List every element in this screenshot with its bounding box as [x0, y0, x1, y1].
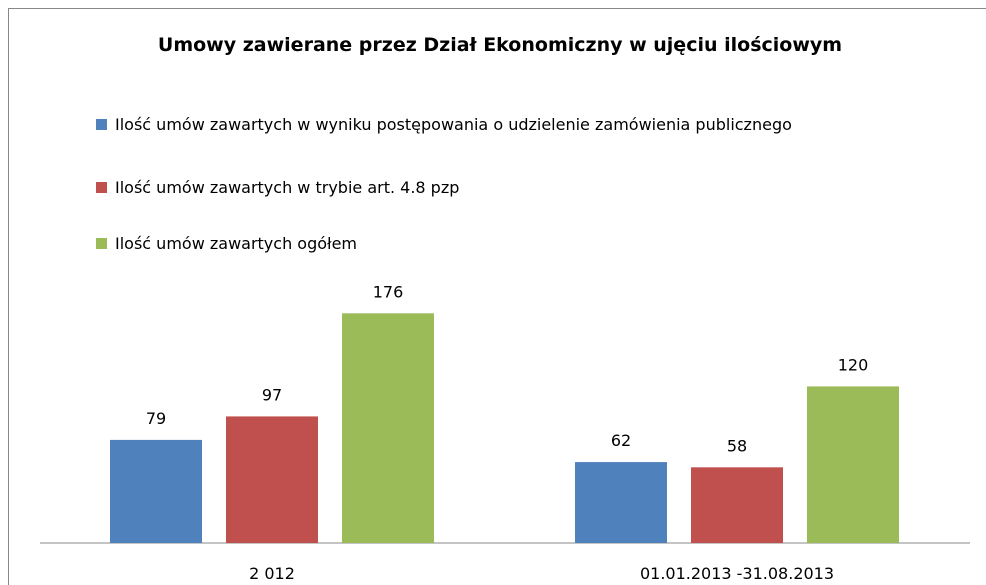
bar: [226, 416, 318, 543]
data-label: 176: [373, 282, 404, 301]
bar: [807, 386, 899, 543]
legend-item: Ilość umów zawartych w wyniku postępowan…: [96, 112, 946, 137]
data-label: 62: [611, 431, 631, 450]
data-label: 79: [146, 409, 166, 428]
legend-label: Ilość umów zawartych ogółem: [115, 234, 358, 253]
data-label: 120: [838, 355, 869, 374]
x-tick-label: 01.01.2013 -31.08.2013: [640, 564, 834, 583]
legend-swatch: [96, 119, 107, 130]
bar: [342, 313, 434, 543]
legend-item: Ilość umów zawartych w trybie art. 4.8 p…: [96, 175, 946, 200]
legend-label: Ilość umów zawartych w wyniku postępowan…: [115, 115, 792, 134]
legend-swatch: [96, 182, 107, 193]
x-tick-label: 2 012: [249, 564, 295, 583]
bar: [110, 439, 202, 543]
data-label: 58: [727, 436, 747, 455]
bar: [691, 467, 783, 543]
legend-swatch: [96, 238, 107, 249]
data-label: 97: [262, 385, 282, 404]
chart-frame: [8, 8, 986, 585]
legend-item: Ilość umów zawartych ogółem: [96, 231, 946, 256]
legend-label: Ilość umów zawartych w trybie art. 4.8 p…: [115, 178, 460, 197]
bar: [575, 462, 667, 543]
chart-title: Umowy zawierane przez Dział Ekonomiczny …: [157, 34, 843, 56]
